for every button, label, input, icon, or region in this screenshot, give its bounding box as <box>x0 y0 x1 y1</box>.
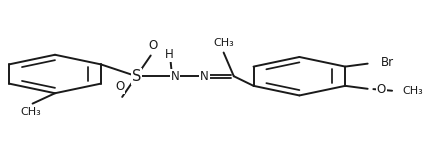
Text: S: S <box>132 69 141 84</box>
Text: O: O <box>148 39 158 52</box>
Text: O: O <box>115 80 124 93</box>
Text: H: H <box>165 48 173 61</box>
Text: O: O <box>377 83 386 96</box>
Text: CH₃: CH₃ <box>402 86 423 96</box>
Text: Br: Br <box>381 56 394 69</box>
Text: CH₃: CH₃ <box>213 38 234 48</box>
Text: CH₃: CH₃ <box>20 107 41 117</box>
Text: N: N <box>171 70 179 83</box>
Text: N: N <box>200 70 209 83</box>
